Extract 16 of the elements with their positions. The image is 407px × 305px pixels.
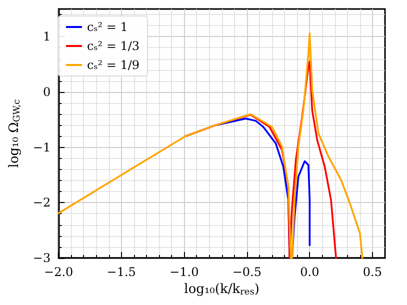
legend-label: cₛ² = 1/3 <box>87 39 140 53</box>
y-tick-label: −2 <box>32 196 51 210</box>
y-tick-label: 1 <box>42 30 51 44</box>
x-tick-label: −2.0 <box>44 265 74 279</box>
x-tick-label: 0.0 <box>300 265 320 279</box>
y-tick-label: −1 <box>32 140 51 154</box>
x-tick-label: 0.5 <box>362 265 382 279</box>
legend-label: cₛ² = 1/9 <box>87 58 140 72</box>
x-tick-label: −0.5 <box>232 265 262 279</box>
x-tick-label: −1.5 <box>106 265 136 279</box>
y-tick-label: −3 <box>32 251 51 265</box>
x-tick-label: −1.0 <box>170 265 199 279</box>
line-series <box>58 32 364 259</box>
y-tick-label: 0 <box>42 85 51 99</box>
y-axis-title: log₁₀ ΩGW,c <box>7 99 22 168</box>
legend-label: cₛ² = 1 <box>87 20 128 34</box>
